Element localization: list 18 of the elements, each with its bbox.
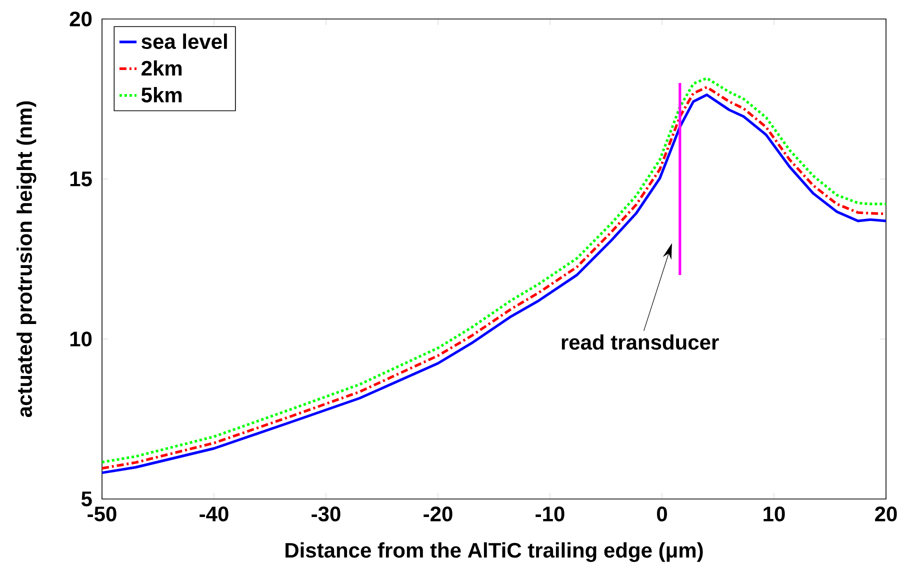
x-tick-label: -10 <box>536 506 564 522</box>
x-tick-label: -20 <box>424 506 452 522</box>
y-tick-label: 15 <box>70 172 92 186</box>
legend-label: sea level <box>142 34 227 50</box>
x-axis-title: Distance from the AlTiC trailing edge (μm) <box>286 542 703 562</box>
x-tick-label: -40 <box>200 506 228 522</box>
x-tick-label: 10 <box>764 506 785 522</box>
legend-label: 5km <box>141 87 182 102</box>
y-tick-label: 5 <box>81 492 92 506</box>
y-tick-label: 10 <box>70 332 92 346</box>
annotation: read transducer <box>562 334 719 350</box>
legend-label: 2km <box>142 60 182 76</box>
x-tick-label: -30 <box>312 506 340 522</box>
y-tick-label: 20 <box>70 12 92 26</box>
x-tick-label: -50 <box>88 506 116 522</box>
x-tick-label: 20 <box>875 506 897 522</box>
x-tick-label: 0 <box>656 506 667 522</box>
y-axis-title: actuated protrusion height (nm) <box>16 101 36 418</box>
